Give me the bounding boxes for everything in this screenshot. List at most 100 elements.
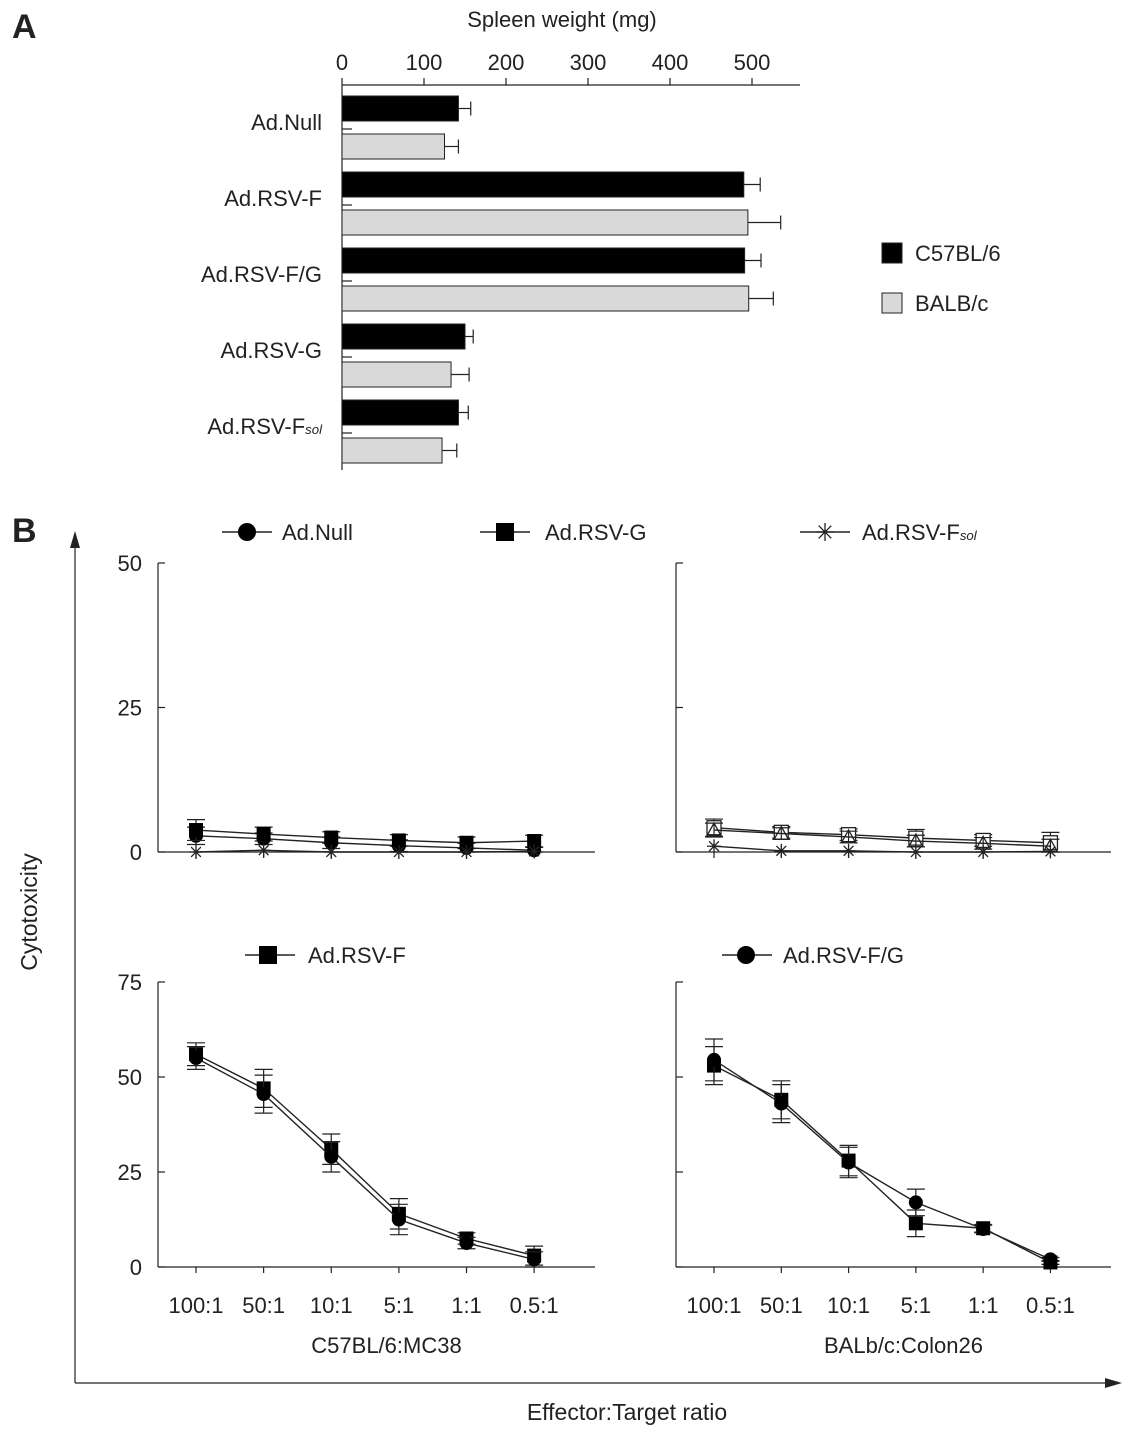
data-point-square xyxy=(496,523,514,541)
y-tick-label: 25 xyxy=(118,696,142,721)
x-tick-label: 10:1 xyxy=(310,1293,353,1318)
series-star xyxy=(189,843,542,859)
panel-label-b: B xyxy=(12,512,37,550)
x-tick-label: 0 xyxy=(336,50,348,75)
legend-swatch xyxy=(881,292,903,314)
bar-group: Ad.RSV-G xyxy=(221,323,474,388)
x-tick-label: 50:1 xyxy=(242,1293,285,1318)
data-point-square xyxy=(908,1216,923,1231)
y-tick-label: 50 xyxy=(118,1065,142,1090)
legend-swatch xyxy=(881,242,903,264)
bar-balbc xyxy=(341,285,750,312)
data-point-circle xyxy=(391,1212,406,1227)
series-line xyxy=(195,835,535,851)
data-point-circle xyxy=(707,1052,721,1067)
data-point-star xyxy=(976,845,991,859)
bar-balbc xyxy=(341,437,443,464)
data-point-circle xyxy=(527,1252,542,1267)
x-tick-label: 1:1 xyxy=(968,1293,999,1318)
shared-axes: Cytotoxicity Effector:Target ratio xyxy=(16,531,1122,1425)
data-point-square xyxy=(189,823,203,838)
category-label-subscript: sol xyxy=(305,422,323,437)
data-point-circle xyxy=(189,1051,203,1065)
data-point-star xyxy=(841,843,856,858)
line-chart-b2 xyxy=(675,562,1111,859)
category-label: Ad.RSV-G xyxy=(221,338,322,363)
series-line xyxy=(195,1057,535,1261)
legend-label: Ad.RSV-F xyxy=(308,943,406,968)
series-line xyxy=(195,849,535,853)
bar-group: Ad.RSV-F/G xyxy=(201,247,774,312)
bar-group: Ad.Null xyxy=(251,95,472,160)
series-line xyxy=(195,1053,535,1257)
series-line xyxy=(713,845,1051,853)
series-line xyxy=(713,829,1051,847)
y-tick-label: 50 xyxy=(118,551,142,576)
data-point-circle xyxy=(841,1155,856,1170)
category-label: Ad.RSV-F xyxy=(224,186,322,211)
legend-label: Ad.RSV-F/G xyxy=(783,943,904,968)
data-point-square xyxy=(527,834,542,849)
data-point-circle xyxy=(1043,1252,1058,1267)
data-point-star xyxy=(256,843,271,858)
data-point-circle xyxy=(908,1195,923,1210)
line-chart-b1: 0 25 50 xyxy=(118,551,595,865)
data-point-star xyxy=(324,845,339,859)
data-point-star xyxy=(459,845,474,859)
x-tick-label: 1:1 xyxy=(451,1293,482,1318)
data-point-star xyxy=(908,845,923,859)
data-point-circle xyxy=(737,946,755,964)
data-point-open-triangle xyxy=(705,821,723,837)
data-point-star xyxy=(391,845,406,859)
data-point-square xyxy=(391,833,406,848)
legend-label: Ad.RSV-Fsol xyxy=(862,520,978,545)
x-tick-label: 500 xyxy=(734,50,771,75)
legend-label-subscript: sol xyxy=(960,528,978,543)
data-point-star xyxy=(189,845,203,859)
line-chart-b3: 0 25 50 75 100:1 50:1 10:1 5:1 1:1 0.5:1 C57BL/6:M… xyxy=(118,970,595,1358)
bar-balbc xyxy=(341,133,445,160)
data-point-circle xyxy=(976,1222,991,1236)
x-tick-label: 200 xyxy=(488,50,525,75)
legend-label: BALB/c xyxy=(915,291,988,316)
bar-c57bl6 xyxy=(341,95,459,122)
data-point-star xyxy=(707,839,721,854)
data-point-square xyxy=(259,946,277,964)
series-open-triangle xyxy=(705,821,1060,853)
bar-c57bl6 xyxy=(341,399,459,426)
series-square xyxy=(187,819,544,850)
legend-label-text: Ad.RSV-F/G xyxy=(783,943,904,968)
y-tick-label: 75 xyxy=(118,970,142,995)
series-square xyxy=(705,1045,1060,1270)
category-label: Ad.Null xyxy=(251,110,322,135)
data-point-open-triangle xyxy=(773,825,790,840)
category-label-text: Ad.RSV-F/G xyxy=(201,262,322,287)
series-circle xyxy=(705,1038,1060,1267)
y-tick-label: 0 xyxy=(130,1255,142,1280)
series-line xyxy=(713,1064,1051,1264)
category-label: Ad.RSV-F/G xyxy=(201,262,322,287)
data-point-square xyxy=(324,830,339,845)
series-circle xyxy=(187,1045,544,1268)
x-tick-label: 5:1 xyxy=(901,1293,932,1318)
series-line xyxy=(713,827,1051,844)
x-tick-label: 400 xyxy=(652,50,689,75)
category-label-text: Ad.RSV-G xyxy=(221,338,322,363)
legend-label: Ad.Null xyxy=(282,520,353,545)
series-line xyxy=(195,829,535,844)
series-star xyxy=(707,839,1058,859)
x-axis-title: Spleen weight (mg) xyxy=(467,7,657,32)
panel-label-a: A xyxy=(12,8,37,46)
data-point-star xyxy=(774,843,789,858)
bar-group: Ad.RSV-F xyxy=(224,171,782,236)
x-axis-label: BALb/c:Colon26 xyxy=(824,1333,983,1358)
category-label-text: Ad.RSV-F xyxy=(207,414,305,439)
series-square xyxy=(187,1042,544,1266)
series-open-square xyxy=(705,818,1060,853)
x-tick-label: 100:1 xyxy=(168,1293,223,1318)
legend-label-text: Ad.RSV-F xyxy=(862,520,960,545)
x-tick-label: 300 xyxy=(570,50,607,75)
